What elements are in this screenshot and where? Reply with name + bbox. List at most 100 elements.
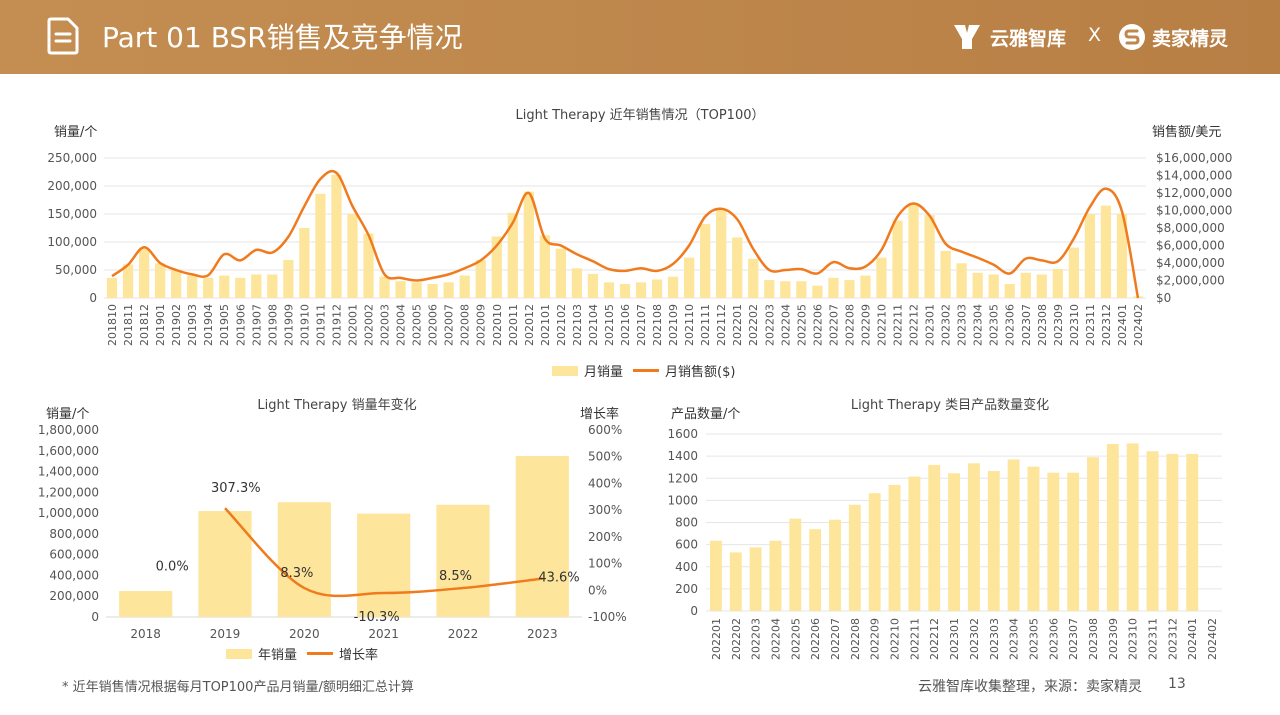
x-tick-label: 202205 — [789, 618, 802, 660]
left-tick-label: 200,000 — [47, 179, 97, 193]
x-tick-label: 202307 — [1020, 304, 1033, 346]
legend-bar-swatch — [552, 365, 578, 376]
x-tick-label: 202006 — [427, 304, 440, 346]
x-tick-label: 202204 — [769, 618, 782, 660]
x-tick-label: 202202 — [747, 304, 760, 346]
chart3-bar — [1087, 457, 1099, 611]
chart1-bar — [603, 282, 615, 298]
data-label: -10.3% — [354, 610, 400, 625]
page-number: 13 — [1168, 676, 1186, 692]
chart1-bar — [523, 191, 534, 298]
x-tick-label: 2023 — [527, 627, 558, 641]
tick-label: 0 — [690, 604, 698, 618]
right-tick-label: $16,000,000 — [1156, 151, 1232, 165]
x-tick-label: 202304 — [972, 304, 985, 346]
data-label: 307.3% — [211, 481, 261, 496]
left-tick-label: 0 — [89, 291, 97, 305]
footnote: * 近年销售情况根据每月TOP100产品月销量/额明细汇总计算 — [62, 680, 414, 695]
x-tick-label: 202210 — [889, 618, 902, 660]
chart1-bar — [395, 281, 406, 298]
x-tick-label: 202106 — [619, 304, 632, 346]
x-tick-label: 202104 — [587, 304, 600, 346]
x-tick-label: 202002 — [363, 304, 376, 346]
x-tick-label: 202308 — [1036, 304, 1049, 346]
right-tick-label: $8,000,000 — [1156, 221, 1225, 235]
chart1-bar — [780, 281, 791, 298]
chart2-bar — [119, 591, 173, 617]
chart3-bar — [789, 518, 802, 611]
x-tick-label: 202004 — [395, 304, 408, 346]
x-tick-label: 202211 — [908, 618, 921, 660]
chart3-bar — [967, 463, 980, 611]
chart3-bar — [729, 552, 742, 611]
chart1-bar — [235, 277, 246, 298]
chart1-bar — [379, 276, 390, 298]
chart1-bar — [940, 250, 951, 298]
data-label: 8.3% — [280, 566, 313, 581]
x-tick-label: 2022 — [448, 627, 479, 641]
chart3-bar — [829, 519, 841, 611]
chart1-bar — [347, 214, 358, 298]
chart1-bar — [539, 235, 550, 298]
x-tick-label: 202309 — [1052, 304, 1065, 346]
x-tick-label: 202204 — [779, 304, 792, 346]
chart1-bar — [187, 275, 198, 298]
x-tick-label: 202005 — [411, 304, 424, 346]
chart1-bar — [683, 257, 695, 298]
chart1-bar — [555, 248, 567, 298]
chart3-bar — [1067, 472, 1080, 611]
chart1-title: Light Therapy 近年销售情况（TOP100） — [516, 107, 765, 123]
chart3-bar — [809, 529, 822, 611]
x-tick-label: 202107 — [635, 304, 648, 346]
chart3-bar — [888, 484, 901, 611]
x-tick-label: 202003 — [379, 304, 392, 346]
chart3-bar — [1027, 466, 1040, 611]
x-tick-label: 201911 — [314, 304, 327, 346]
left-tick-label: 1,800,000 — [38, 423, 99, 437]
document-icon — [47, 17, 79, 55]
x-tick-label: 202401 — [1116, 304, 1129, 346]
chart3-bar — [928, 464, 941, 611]
right-tick-label: 400% — [588, 476, 622, 490]
chart3-bar — [1047, 472, 1060, 611]
chart3-bar — [868, 493, 881, 611]
chart3-title: Light Therapy 类目产品数量变化 — [851, 397, 1049, 413]
x-tick-label: 202112 — [715, 304, 728, 346]
x-tick-label: 2021 — [368, 627, 399, 641]
data-label: 8.5% — [439, 569, 472, 584]
brand-separator: X — [1088, 24, 1102, 46]
chart1-bar — [651, 279, 663, 298]
brand1-label: 云雅智库 — [990, 27, 1067, 50]
x-tick-label: 202211 — [892, 304, 905, 346]
x-tick-label: 202306 — [1047, 618, 1060, 660]
x-tick-label: 202302 — [940, 304, 953, 346]
chart1-bar — [1004, 284, 1015, 298]
tick-label: 600 — [675, 538, 698, 552]
right-tick-label: $10,000,000 — [1156, 204, 1232, 218]
chart3-bar — [1106, 443, 1119, 611]
tick-label: 200 — [675, 582, 698, 596]
legend-item-annual-volume: 年销量 — [226, 644, 297, 663]
chart3-bar — [709, 540, 722, 611]
chart1-bar — [908, 202, 919, 298]
right-tick-label: $0 — [1156, 291, 1171, 305]
chart1-bar — [1068, 247, 1079, 298]
chart3-bar — [1146, 451, 1159, 611]
chart1-bar — [299, 228, 310, 298]
x-tick-label: 202207 — [829, 618, 842, 660]
chart1-bar — [956, 263, 967, 298]
x-tick-label: 202301 — [948, 618, 961, 660]
legend-item-monthly-revenue: 月销售额($) — [633, 361, 735, 380]
x-tick-label: 202305 — [1027, 618, 1040, 660]
tick-label: 1400 — [667, 449, 698, 463]
chart1-bar — [1084, 214, 1096, 298]
chart2-bar — [277, 502, 331, 617]
chart1-bar — [267, 274, 278, 298]
legend-label: 月销量 — [584, 365, 624, 380]
x-tick-label: 202109 — [667, 304, 680, 346]
chart1-bar — [619, 284, 631, 298]
chart1-bar — [635, 282, 647, 298]
x-tick-label: 2018 — [130, 627, 161, 641]
x-tick-label: 201912 — [330, 304, 343, 346]
x-tick-label: 201902 — [170, 304, 183, 346]
